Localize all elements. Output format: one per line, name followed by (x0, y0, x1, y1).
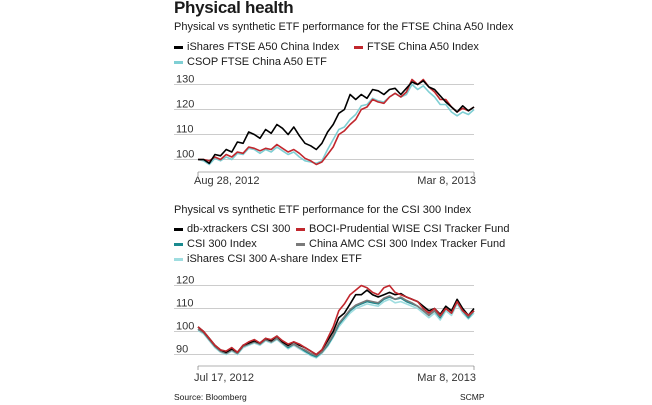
chart2-subtitle: Physical vs synthetic ETF performance fo… (174, 204, 472, 216)
series-line (197, 295, 475, 357)
x-tick-label-start: Aug 28, 2012 (194, 175, 259, 187)
y-tick-label: 120 (176, 99, 194, 111)
series-line (197, 284, 475, 356)
legend-swatch-red (296, 227, 305, 231)
legend-swatch-gray (296, 242, 305, 246)
legend-swatch-red (354, 45, 363, 49)
chart1-legend-ishares: iShares FTSE A50 China Index (174, 41, 339, 53)
x-tick-label-end: Mar 8, 2013 (417, 372, 476, 384)
legend-label: iShares CSI 300 A-share Index ETF (187, 253, 362, 265)
chart2-legend-csi-index: CSI 300 Index (174, 238, 257, 250)
legend-label: China AMC CSI 300 Index Tracker Fund (309, 238, 506, 250)
legend-swatch-teal (174, 242, 183, 246)
series-line (197, 296, 475, 358)
y-tick-label: 110 (176, 124, 194, 136)
series-line (198, 78, 475, 166)
y-tick-label: 120 (176, 275, 194, 287)
y-tick-label: 100 (176, 321, 194, 333)
chart2-legend-boci: BOCI-Prudential WISE CSI Tracker Fund (296, 223, 510, 235)
x-tick-label-end: Mar 8, 2013 (417, 175, 476, 187)
chart2-legend-chinaamc: China AMC CSI 300 Index Tracker Fund (296, 238, 505, 250)
legend-label: CSOP FTSE China A50 ETF (187, 56, 327, 68)
x-tick-label-start: Jul 17, 2012 (194, 372, 254, 384)
legend-label: BOCI-Prudential WISE CSI Tracker Fund (309, 223, 510, 235)
series-line (197, 289, 475, 356)
chart2-legend-ishares: iShares CSI 300 A-share Index ETF (174, 253, 362, 265)
chart1-legend-ftse-index: FTSE China A50 Index (354, 41, 479, 53)
legend-label: db-xtrackers CSI 300 (187, 223, 291, 235)
chart1-legend-csop: CSOP FTSE China A50 ETF (174, 56, 327, 68)
source-note: Source: Bloomberg (174, 392, 247, 402)
y-tick-label: 110 (176, 298, 194, 310)
chart1-subtitle: Physical vs synthetic ETF performance fo… (174, 21, 514, 33)
y-tick-label: 90 (176, 344, 188, 356)
legend-label: FTSE China A50 Index (367, 41, 479, 53)
legend-swatch-black (174, 227, 183, 231)
series-line (197, 83, 475, 166)
y-tick-label: 130 (176, 74, 194, 86)
legend-swatch-black (174, 45, 183, 49)
legend-label: CSI 300 Index (187, 238, 257, 250)
chart2-legend-db: db-xtrackers CSI 300 (174, 223, 290, 235)
legend-label: iShares FTSE A50 China Index (187, 41, 340, 53)
y-tick-label: 100 (176, 149, 194, 161)
series-line (198, 80, 475, 165)
legend-swatch-cyan (174, 60, 183, 64)
credit: SCMP (460, 392, 485, 402)
legend-swatch-light-cyan (174, 257, 183, 261)
page-title: Physical health (174, 0, 294, 17)
